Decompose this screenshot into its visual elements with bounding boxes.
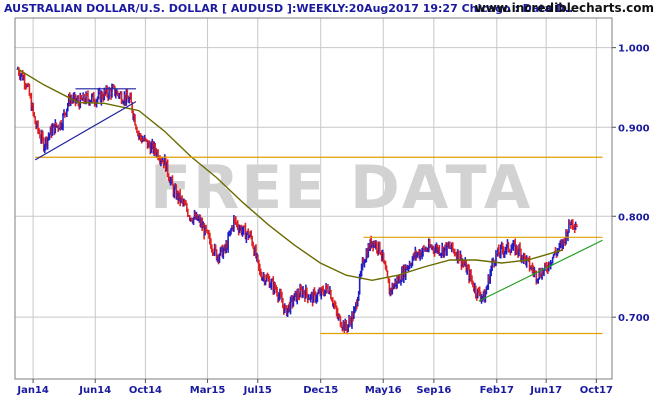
x-tick-label: Jul15 xyxy=(243,385,272,396)
site-name: www.incrediblecharts.com xyxy=(475,1,654,15)
x-tick-label: Jun14 xyxy=(78,385,111,396)
plot-frame xyxy=(14,17,613,380)
grid xyxy=(15,18,612,379)
x-tick-label: Sep16 xyxy=(416,385,451,396)
x-tick-label: Mar15 xyxy=(190,385,226,396)
y-tick-label: 1.000 xyxy=(618,44,650,55)
moving-average-line xyxy=(17,68,563,282)
x-tick-label: Feb17 xyxy=(480,385,514,396)
y-tick-label: 0.800 xyxy=(618,212,650,223)
y-tick-label: 0.700 xyxy=(618,313,650,324)
watermark: FREE DATA xyxy=(150,153,532,223)
price-bars xyxy=(16,66,579,335)
x-tick-label: Dec15 xyxy=(303,385,338,396)
moving-average xyxy=(17,68,563,282)
x-tick-label: Jun17 xyxy=(529,385,562,396)
x-tick-label: Oct14 xyxy=(129,385,162,396)
rising-line-2014 xyxy=(34,101,137,161)
y-tick-label: 0.900 xyxy=(618,123,650,134)
y-axis: 1.000 0.900 0.800 0.700 xyxy=(612,44,650,324)
x-tick-label: May16 xyxy=(365,385,402,396)
rising-line-2017 xyxy=(478,239,603,302)
annotation-lines xyxy=(34,88,603,335)
x-tick-label: Jan14 xyxy=(16,385,49,396)
chart-title: AUSTRALIAN DOLLAR/U.S. DOLLAR [ AUDUSD ]… xyxy=(4,2,573,15)
x-axis: Jan14 Jun14 Oct14 Mar15 Jul15 Dec15 May16 Sep16… xyxy=(16,379,613,396)
x-tick-label: Oct17 xyxy=(580,385,613,396)
